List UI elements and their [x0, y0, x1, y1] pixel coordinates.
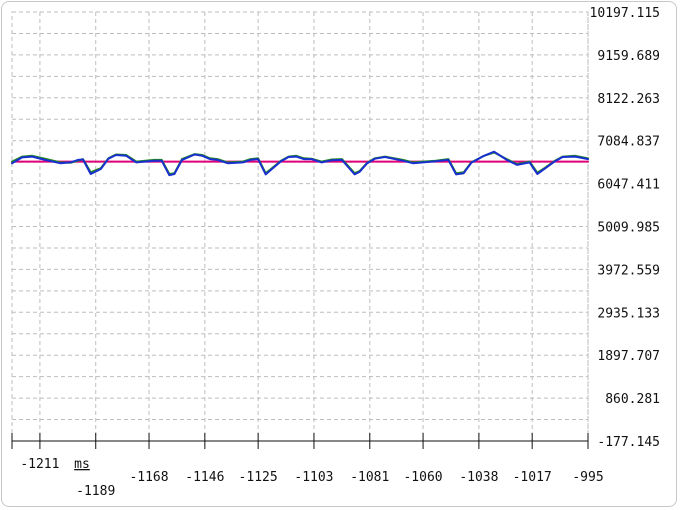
- y-tick-label: 7084.837: [597, 135, 660, 150]
- x-axis: [11, 433, 589, 449]
- y-tick-label: 3972.559: [597, 263, 660, 278]
- x-tick-label: -995: [572, 470, 603, 485]
- y-tick-label: 10197.115: [590, 6, 660, 21]
- series-line-3: [11, 150, 589, 177]
- x-tick-labels: -1211 -1189 -1168 -1146 -1125 -1103 -1081 -1060…: [20, 457, 603, 499]
- x-tick-label: -1125: [239, 470, 278, 485]
- x-tick-label: -1168: [129, 470, 168, 485]
- x-tick-label: -1060: [403, 470, 442, 485]
- y-tick-labels: 10197.115 9159.689 8122.263 7084.837 6047.41…: [590, 6, 660, 450]
- y-tick-label: 5009.985: [597, 221, 660, 236]
- y-tick-label: 2935.133: [597, 306, 660, 321]
- x-tick-label: -1211: [20, 457, 59, 472]
- x-unit-label: ms: [74, 457, 90, 472]
- y-tick-label: 9159.689: [597, 49, 660, 64]
- x-tick-label: -1146: [185, 470, 224, 485]
- x-tick-label: -1038: [459, 470, 498, 485]
- y-tick-label: 860.281: [605, 392, 660, 407]
- y-tick-label: 8122.263: [597, 92, 660, 107]
- series-lines: [11, 150, 589, 177]
- grid-lines: [11, 11, 589, 442]
- y-tick-label: -177.145: [597, 435, 660, 450]
- x-tick-label: -1081: [350, 470, 389, 485]
- y-tick-label: 1897.707: [597, 349, 660, 364]
- x-tick-label: -1017: [513, 470, 552, 485]
- y-tick-label: 6047.411: [597, 178, 660, 193]
- x-tick-label: -1189: [76, 484, 115, 499]
- x-tick-label: -1103: [294, 470, 333, 485]
